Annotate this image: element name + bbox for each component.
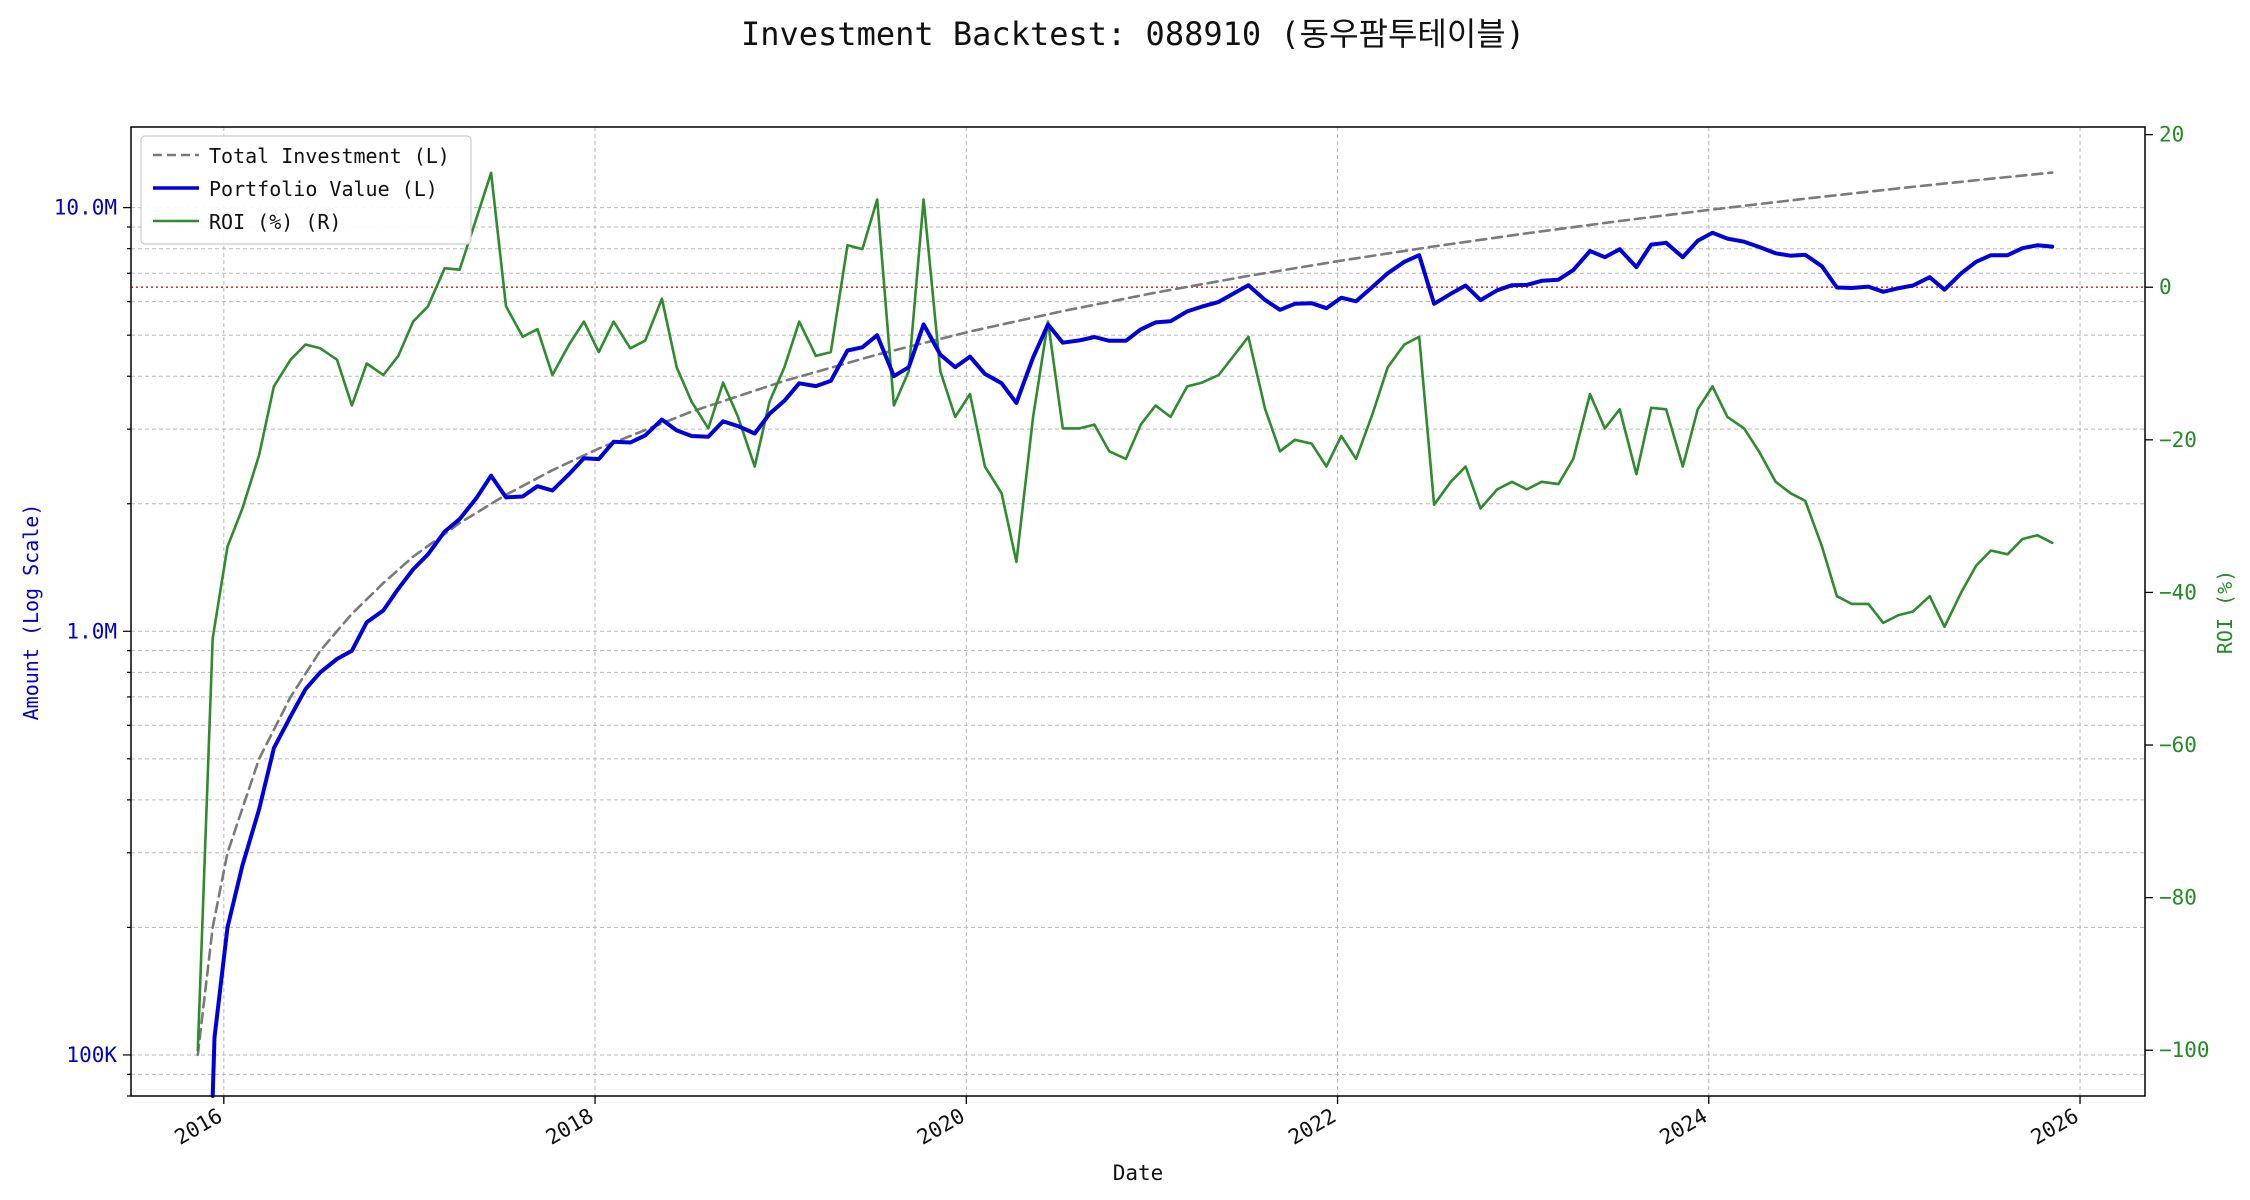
right-y-tick-label: −80 — [2159, 886, 2197, 910]
x-tick-label: 2024 — [1655, 1104, 1711, 1150]
series-line-total-investment-l — [196, 171, 2054, 1057]
right-y-tick-label: 20 — [2159, 123, 2184, 147]
chart-legend: Total Investment (L) Portfolio Value (L)… — [140, 135, 472, 245]
right-y-tick-label: −100 — [2159, 1038, 2210, 1062]
chart-title: Investment Backtest: 088910 (동우팜투테이블) — [741, 15, 1525, 53]
legend-label-roi: ROI (%) (R) — [209, 210, 341, 234]
x-tick-label: 2022 — [1284, 1104, 1340, 1150]
right-y-tick-label: −60 — [2159, 733, 2197, 757]
legend-label-portfolio-value: Portfolio Value (L) — [209, 177, 438, 201]
legend-label-total-investment: Total Investment (L) — [209, 144, 450, 168]
left-y-tick-label: 1.0M — [66, 619, 117, 643]
right-y-axis-label: ROI (%) — [2213, 570, 2237, 654]
series-line-portfolio-value-l — [210, 230, 2055, 1098]
x-axis-label: Date — [1113, 1161, 1164, 1185]
legend-box — [140, 135, 472, 245]
plot-area-frame — [130, 126, 2146, 1097]
left-y-axis-label: Amount (Log Scale) — [19, 504, 43, 721]
right-y-tick-label: −20 — [2159, 428, 2197, 452]
left-y-tick-label: 10.0M — [54, 196, 117, 220]
x-tick-label: 2018 — [542, 1104, 598, 1150]
series-line-roi-r — [196, 171, 2054, 1052]
right-y-tick-label: 0 — [2159, 275, 2172, 299]
x-tick-label: 2020 — [913, 1104, 969, 1150]
grid-lines — [131, 127, 2145, 1097]
right-y-tick-label: −40 — [2159, 580, 2197, 604]
right-y-axis: −100 −80 −60 −40 −20 0 20 — [2145, 123, 2210, 1062]
left-y-tick-label: 100K — [66, 1043, 117, 1067]
x-tick-label: 2016 — [171, 1104, 227, 1150]
x-tick-label: 2026 — [2027, 1104, 2083, 1150]
left-y-axis: 100K 1.0M 10.0M — [54, 196, 131, 1097]
x-axis: 2016 2018 2020 2022 2024 2026 — [171, 1096, 2083, 1150]
series-lines — [196, 171, 2055, 1098]
